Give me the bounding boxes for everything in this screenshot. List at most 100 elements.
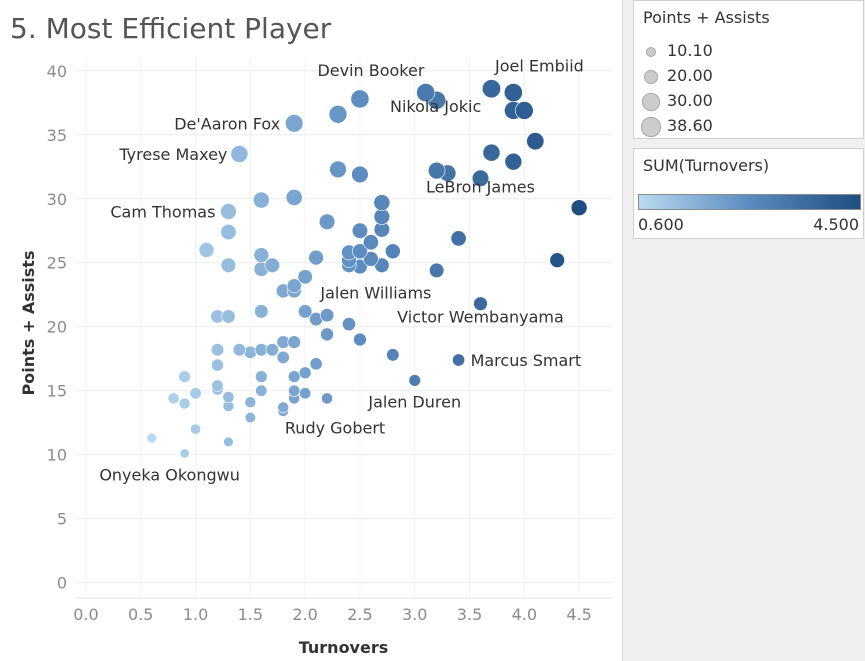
x-tick-label: 0.5 <box>128 605 153 624</box>
data-point[interactable] <box>384 243 401 260</box>
data-point[interactable] <box>178 370 191 383</box>
data-point[interactable] <box>190 423 201 435</box>
data-point[interactable] <box>482 143 501 162</box>
data-point[interactable] <box>351 222 368 239</box>
data-point[interactable] <box>255 384 268 397</box>
y-tick-label: 20 <box>47 318 67 337</box>
legend-panel: Points + Assists 10.10 20.00 30.00 38.60 SU… <box>622 0 865 661</box>
data-point[interactable] <box>386 348 400 362</box>
data-point[interactable] <box>342 317 356 332</box>
size-legend-item[interactable]: 20.00 <box>634 64 863 88</box>
data-point[interactable] <box>220 257 237 273</box>
y-tick-label: 10 <box>47 446 67 465</box>
x-tick-label: 2.0 <box>292 605 317 624</box>
size-legend-item[interactable]: 38.60 <box>634 114 863 138</box>
data-point[interactable] <box>297 269 313 285</box>
data-point[interactable] <box>167 392 180 405</box>
data-point[interactable] <box>309 357 323 371</box>
size-legend-circle <box>642 93 660 111</box>
x-tick-label: 3.0 <box>402 605 427 624</box>
data-point[interactable] <box>408 374 421 387</box>
data-point[interactable] <box>549 252 565 268</box>
data-point[interactable] <box>471 169 490 187</box>
x-axis-label: Turnovers <box>299 638 389 657</box>
data-point[interactable] <box>223 436 234 448</box>
y-tick-label: 30 <box>47 190 67 209</box>
data-point[interactable] <box>353 332 367 347</box>
data-point[interactable] <box>276 350 290 364</box>
data-point[interactable] <box>230 145 249 163</box>
size-legend-item[interactable]: 10.10 <box>634 39 863 63</box>
data-point[interactable] <box>220 223 237 241</box>
data-point[interactable] <box>253 247 270 263</box>
data-point[interactable] <box>220 203 237 220</box>
data-point[interactable] <box>298 366 312 380</box>
size-legend-label: 20.00 <box>667 66 713 85</box>
data-point[interactable] <box>504 152 523 171</box>
data-point[interactable] <box>373 208 391 225</box>
data-point[interactable] <box>503 83 523 103</box>
data-point[interactable] <box>351 165 369 184</box>
data-point[interactable] <box>189 387 202 400</box>
data-point[interactable] <box>299 387 312 400</box>
data-point[interactable] <box>285 189 303 206</box>
data-point[interactable] <box>481 79 501 99</box>
data-point[interactable] <box>252 191 270 209</box>
point-label: Tyrese Maxey <box>118 145 227 164</box>
data-point[interactable] <box>286 278 302 294</box>
data-point[interactable] <box>277 401 290 414</box>
data-point[interactable] <box>321 392 333 405</box>
x-tick-label: 3.5 <box>457 605 482 624</box>
data-point[interactable] <box>222 391 235 404</box>
data-point[interactable] <box>427 161 446 180</box>
data-point[interactable] <box>254 304 269 319</box>
data-point[interactable] <box>362 234 379 251</box>
data-point[interactable] <box>450 230 467 247</box>
data-point[interactable] <box>429 262 445 279</box>
data-point[interactable] <box>298 304 313 319</box>
data-point[interactable] <box>373 194 391 211</box>
data-point[interactable] <box>264 257 280 273</box>
data-point[interactable] <box>232 343 247 357</box>
data-point[interactable] <box>416 83 436 103</box>
y-tick-label: 40 <box>47 62 67 81</box>
data-point[interactable] <box>211 379 224 392</box>
x-tick-label: 4.0 <box>512 605 537 624</box>
data-point[interactable] <box>352 243 368 260</box>
data-point[interactable] <box>285 114 304 133</box>
data-point[interactable] <box>526 132 545 151</box>
data-point[interactable] <box>221 309 236 324</box>
data-point[interactable] <box>363 251 379 267</box>
data-point[interactable] <box>211 358 224 372</box>
data-point[interactable] <box>452 353 466 367</box>
data-point[interactable] <box>473 296 488 311</box>
data-point[interactable] <box>287 335 301 349</box>
data-point[interactable] <box>178 397 191 410</box>
data-point[interactable] <box>329 160 347 179</box>
data-point[interactable] <box>244 396 257 409</box>
data-point[interactable] <box>319 308 335 323</box>
size-legend-item[interactable]: 30.00 <box>634 89 863 113</box>
data-point[interactable] <box>318 213 336 230</box>
data-point[interactable] <box>243 345 257 359</box>
data-point[interactable] <box>210 343 225 357</box>
x-tick-label: 1.0 <box>183 605 208 624</box>
data-point[interactable] <box>244 411 256 424</box>
size-legend-label: 38.60 <box>667 116 713 135</box>
data-point[interactable] <box>320 327 334 342</box>
data-point[interactable] <box>350 89 370 109</box>
x-tick-label: 4.5 <box>566 605 591 624</box>
data-point[interactable] <box>146 432 157 444</box>
data-point[interactable] <box>328 105 348 124</box>
data-point[interactable] <box>265 343 279 357</box>
data-point[interactable] <box>179 448 190 459</box>
data-point[interactable] <box>288 384 301 397</box>
data-point[interactable] <box>515 101 534 120</box>
x-tick-label: 0.0 <box>73 605 98 624</box>
data-point[interactable] <box>255 370 268 383</box>
data-point[interactable] <box>198 242 215 258</box>
scatter-plot: Joel Embiid Devin Booker Nikola Jokic De'Aa… <box>19 57 612 657</box>
data-point[interactable] <box>287 370 301 383</box>
data-point[interactable] <box>308 249 324 266</box>
data-point[interactable] <box>570 199 588 217</box>
